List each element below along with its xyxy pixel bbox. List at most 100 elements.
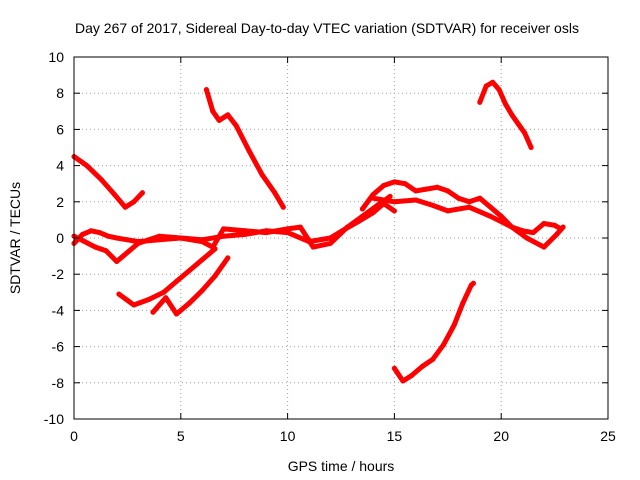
- y-tick-label: 10: [48, 49, 64, 65]
- data-point: [445, 208, 451, 214]
- data-point: [131, 302, 137, 308]
- data-point: [99, 177, 105, 183]
- data-point: [131, 199, 137, 205]
- series-line-2: [116, 246, 218, 308]
- data-point: [344, 224, 350, 230]
- data-point: [541, 221, 547, 226]
- data-point: [402, 181, 408, 187]
- data-point: [509, 112, 515, 118]
- data-point: [210, 108, 216, 114]
- data-point: [441, 342, 446, 348]
- data-point: [391, 199, 397, 205]
- data-point: [186, 268, 192, 274]
- series-layer: [71, 79, 566, 384]
- data-point: [97, 230, 103, 236]
- data-point: [116, 291, 122, 297]
- x-tick-label: 20: [493, 428, 509, 444]
- data-point: [466, 204, 472, 210]
- data-point: [483, 83, 489, 89]
- data-point: [409, 373, 414, 379]
- data-point: [430, 202, 436, 208]
- data-point: [199, 257, 205, 263]
- data-point: [490, 79, 496, 85]
- data-point: [139, 190, 145, 196]
- data-point: [515, 121, 521, 127]
- x-tick-label: 10: [280, 428, 296, 444]
- data-point: [174, 311, 179, 317]
- data-point: [174, 278, 179, 284]
- data-point: [246, 148, 252, 154]
- data-point: [503, 101, 508, 107]
- series-line-1: [71, 154, 145, 210]
- data-point: [477, 99, 483, 105]
- y-tick-label: -2: [52, 266, 65, 282]
- data-point: [560, 224, 566, 230]
- y-tick-label: 4: [56, 158, 64, 174]
- data-point: [92, 244, 98, 250]
- data-point: [233, 123, 239, 129]
- data-point: [199, 239, 205, 245]
- chart-title: Day 267 of 2017, Sidereal Day-to-day VTE…: [75, 20, 579, 36]
- data-point: [150, 309, 156, 315]
- data-point: [522, 130, 528, 136]
- data-point: [400, 378, 406, 384]
- data-point: [488, 213, 493, 219]
- data-point: [221, 226, 226, 232]
- axes: 0 5 10 15 20 25 -10 -8 -6 -4 -2 0 2 4 6 8 10: [44, 49, 616, 444]
- data-point: [114, 259, 120, 264]
- series-line-4: [71, 201, 397, 246]
- data-point: [225, 255, 231, 261]
- y-tick-label: -6: [52, 339, 65, 355]
- data-point: [391, 208, 397, 214]
- data-point: [105, 233, 111, 239]
- data-point: [161, 289, 167, 295]
- x-tick-label: 5: [177, 428, 185, 444]
- data-point: [124, 237, 130, 243]
- data-point: [327, 240, 333, 246]
- data-point: [460, 300, 466, 306]
- data-point: [285, 226, 291, 232]
- data-point: [186, 300, 192, 306]
- data-point: [470, 280, 476, 286]
- data-point: [178, 235, 184, 241]
- data-point: [488, 204, 493, 210]
- data-point: [434, 184, 440, 190]
- data-point: [280, 204, 286, 210]
- data-point: [146, 297, 152, 302]
- data-point: [84, 163, 90, 169]
- data-point: [466, 199, 472, 205]
- data-point: [359, 213, 365, 219]
- data-point: [225, 112, 231, 118]
- data-point: [263, 230, 269, 236]
- data-point: [530, 230, 536, 236]
- x-tick-label: 15: [387, 428, 403, 444]
- data-point: [552, 222, 558, 228]
- data-point: [88, 228, 94, 234]
- data-point: [370, 192, 376, 198]
- data-point: [156, 233, 162, 239]
- data-point: [114, 235, 120, 241]
- data-point: [423, 186, 429, 192]
- data-point: [391, 179, 397, 185]
- data-point: [370, 195, 376, 201]
- data-point: [554, 231, 560, 237]
- data-point: [203, 87, 209, 93]
- data-point: [297, 224, 303, 230]
- series-line-9: [391, 280, 476, 384]
- data-point: [163, 295, 169, 301]
- data-point: [135, 240, 141, 246]
- series-line-10: [477, 79, 534, 150]
- y-axis-label: SDTVAR / TECUs: [7, 182, 23, 294]
- data-point: [456, 195, 461, 201]
- data-point: [112, 192, 118, 198]
- data-point: [451, 322, 457, 328]
- data-point: [387, 193, 393, 199]
- y-tick-label: 0: [56, 230, 64, 246]
- data-point: [103, 248, 109, 254]
- data-point: [122, 204, 128, 210]
- data-point: [528, 145, 534, 150]
- data-point: [391, 365, 397, 371]
- data-point: [509, 224, 515, 230]
- y-tick-label: 6: [56, 121, 64, 137]
